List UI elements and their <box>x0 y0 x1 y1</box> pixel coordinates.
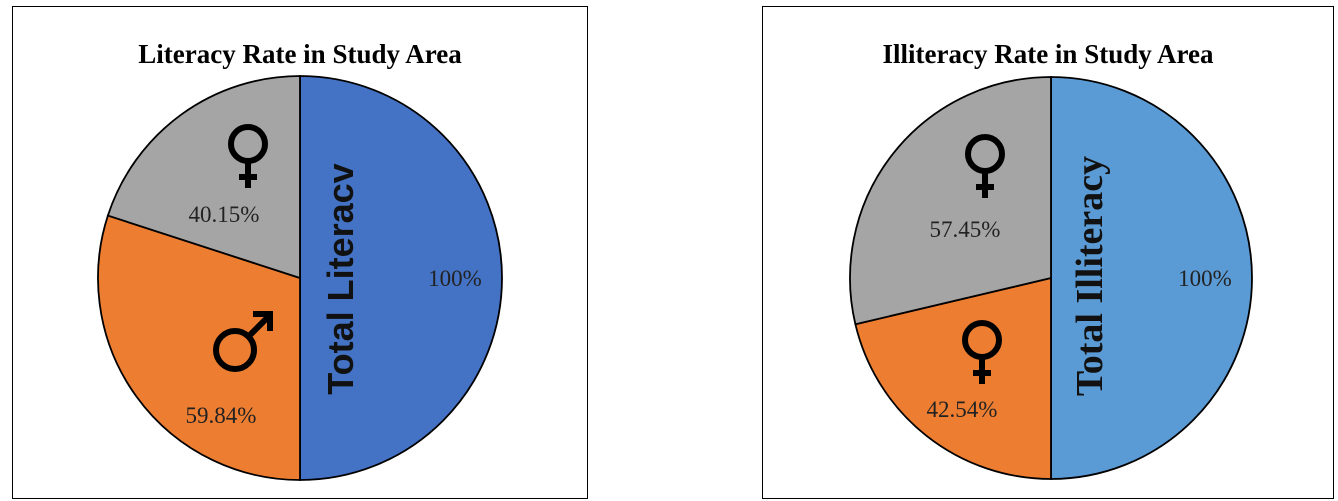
female-icon <box>965 134 1005 198</box>
literacy-male-percent: 59.84% <box>186 403 257 428</box>
illiteracy-total-label: Total Illiteracy <box>1069 156 1111 396</box>
literacy-chart-panel: Literacy Rate in Study Area 40.15% 59.84… <box>12 6 588 499</box>
illiteracy-orange-percent: 42.54% <box>927 397 998 422</box>
illiteracy-grey-percent: 57.45% <box>930 217 1001 242</box>
literacy-slice-total <box>299 75 503 481</box>
illiteracy-pie-chart: 57.45% 42.54% 100% Total Illiteracy <box>849 76 1253 480</box>
literacy-chart-title: Literacy Rate in Study Area <box>138 39 462 69</box>
illiteracy-slice-orange <box>854 276 1052 480</box>
illiteracy-total-percent: 100% <box>1178 266 1232 291</box>
literacy-female-percent: 40.15% <box>189 202 260 227</box>
illiteracy-slice-grey <box>849 76 1052 326</box>
illiteracy-chart-title: Illiteracy Rate in Study Area <box>882 39 1214 69</box>
literacy-total-percent: 100% <box>428 266 482 291</box>
illiteracy-slice-total <box>1050 76 1253 480</box>
illiteracy-chart-panel: Illiteracy Rate in Study Area 57.45% 42.… <box>762 6 1334 499</box>
literacy-pie-chart: 40.15% 59.84% 100% Total Literacv <box>97 75 503 481</box>
literacy-total-label: Total Literacv <box>320 163 361 394</box>
male-icon <box>213 311 273 372</box>
female-icon <box>228 124 268 188</box>
female-icon <box>962 320 1002 384</box>
literacy-slice-male <box>97 214 301 481</box>
